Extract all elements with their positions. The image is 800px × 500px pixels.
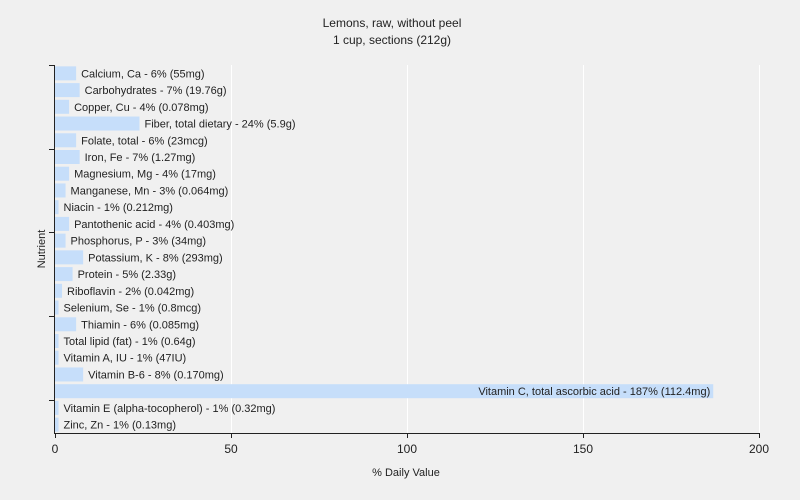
bar: [55, 300, 59, 315]
bar: [55, 334, 59, 348]
bar: [55, 150, 80, 164]
x-tick-label: 150: [573, 442, 593, 456]
bar: [55, 99, 70, 114]
x-tick-label: 200: [749, 442, 769, 456]
bar-label: Riboflavin - 2% (0.042mg): [67, 286, 194, 298]
bar: [55, 200, 59, 215]
bar-label: Vitamin C, total ascorbic acid - 187% (1…: [478, 386, 710, 398]
bar-label: Copper, Cu - 4% (0.078mg): [74, 102, 209, 114]
bar: [55, 283, 63, 298]
bar-label: Niacin - 1% (0.212mg): [64, 202, 173, 214]
bar-label: Potassium, K - 8% (293mg): [88, 252, 223, 264]
bar: [55, 267, 73, 282]
bars: [55, 66, 714, 432]
x-axis-title: % Daily Value: [372, 467, 440, 479]
bar-label: Manganese, Mn - 3% (0.064mg): [71, 185, 229, 197]
bar-label: Zinc, Zn - 1% (0.13mg): [64, 420, 176, 432]
grid-lines: [231, 65, 760, 433]
bar: [55, 166, 70, 181]
bar-label: Magnesium, Mg - 4% (17mg): [74, 169, 216, 181]
bar-label: Iron, Fe - 7% (1.27mg): [85, 152, 196, 164]
bar: [55, 116, 140, 131]
bar: [55, 367, 84, 382]
chart-title: Lemons, raw, without peel: [323, 16, 462, 30]
bar: [55, 216, 70, 231]
bar-label: Total lipid (fat) - 1% (0.64g): [64, 336, 196, 348]
bar: [55, 183, 66, 198]
bar-label: Protein - 5% (2.33g): [78, 269, 176, 281]
x-tick-label: 50: [224, 442, 238, 456]
bar-label: Fiber, total dietary - 24% (5.9g): [144, 119, 295, 131]
x-ticks: 0 50 100 150 200: [52, 433, 769, 456]
bar: [55, 317, 77, 332]
bar-label: Phosphorus, P - 3% (34mg): [71, 236, 207, 248]
bar-label: Vitamin A, IU - 1% (47IU): [64, 353, 187, 365]
axes: [54, 65, 759, 434]
bar: [55, 350, 59, 365]
bar-label: Folate, total - 6% (23mcg): [81, 135, 208, 147]
bar-label: Vitamin E (alpha-tocopherol) - 1% (0.32m…: [64, 403, 276, 415]
bar: [55, 400, 59, 415]
bar-label: Carbohydrates - 7% (19.76g): [85, 85, 227, 97]
bar-label: Selenium, Se - 1% (0.8mcg): [64, 303, 202, 315]
bar-labels: Calcium, Ca - 6% (55mg) Carbohydrates - 7…: [64, 68, 711, 431]
bar: [55, 83, 80, 98]
bar-label: Thiamin - 6% (0.085mg): [81, 319, 199, 331]
x-tick-label: 100: [397, 442, 417, 456]
bar: [55, 250, 84, 265]
bar-label: Vitamin B-6 - 8% (0.170mg): [88, 369, 224, 381]
bar: [55, 66, 77, 81]
y-ticks: [49, 65, 55, 401]
chart-subtitle: 1 cup, sections (212g): [333, 33, 451, 47]
bar-label: Pantothenic acid - 4% (0.403mg): [74, 219, 234, 231]
bar-label: Calcium, Ca - 6% (55mg): [81, 68, 204, 80]
bar: [55, 133, 77, 148]
x-tick-label: 0: [52, 442, 59, 456]
bar: [55, 384, 714, 399]
y-axis-title: Nutrient: [36, 230, 48, 269]
bar: [55, 233, 66, 248]
bar: [55, 417, 59, 432]
